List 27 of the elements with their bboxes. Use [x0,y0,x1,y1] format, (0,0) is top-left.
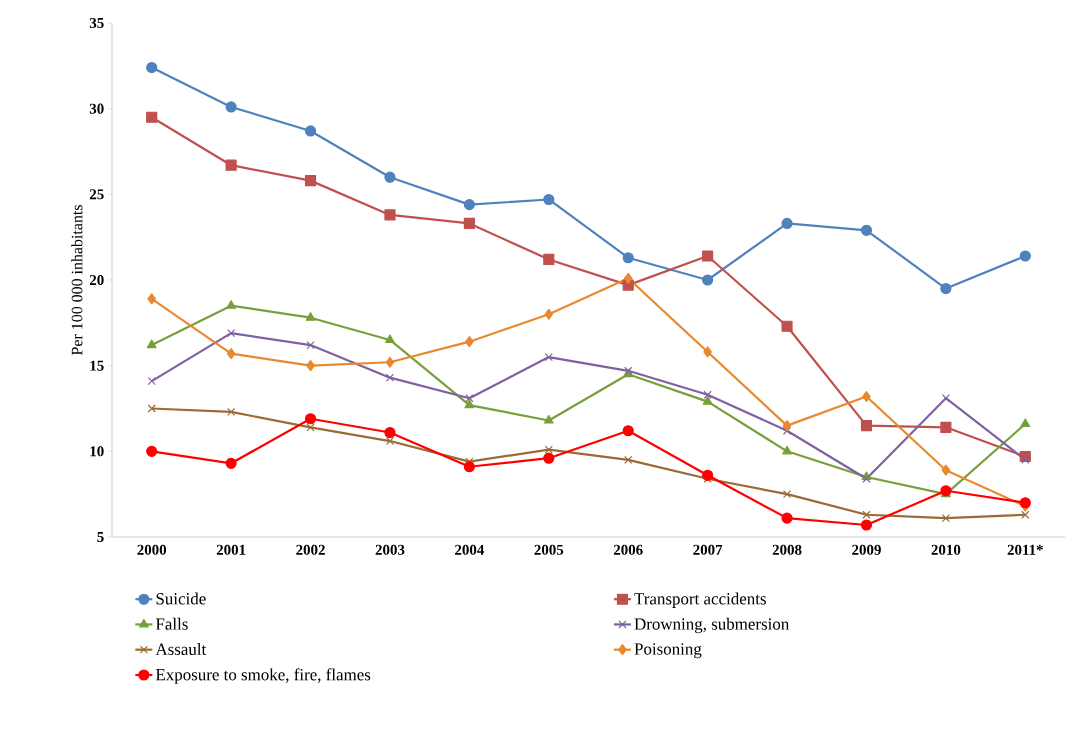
x-tick-label: 2008 [772,544,802,555]
legend-label: Exposure to smoke, fire, flames [155,668,371,684]
legend-label: Assault [155,643,207,655]
legend-label: Drowning, submersion [634,617,790,634]
legend-label: Poisoning [634,643,702,659]
y-tick-label: 15 [90,360,104,371]
legend-label: Falls [155,617,188,630]
x-tick-label: 2010 [931,544,961,555]
y-tick-label: 35 [89,17,104,29]
y-tick-label: 30 [89,103,104,114]
y-axis-title: Per 100 000 inhabitants [71,205,83,356]
y-tick-label: 5 [97,532,104,542]
x-tick-label: 2005 [534,544,564,555]
x-tick-label: 2002 [296,544,325,555]
x-tick-label: 2001 [216,544,246,555]
legend-label: Transport accidents [634,592,766,608]
y-tick-label: 20 [89,274,104,286]
y-tick-label: 25 [89,189,104,200]
x-tick-label: 2004 [455,544,485,555]
x-tick-label: 2000 [137,544,167,555]
legend-label: Suicide [156,592,206,605]
x-tick-label: 2009 [852,544,881,555]
y-tick-label: 10 [90,446,104,457]
x-tick-label: 2011* [1007,544,1043,555]
x-tick-label: 2003 [375,544,405,555]
x-tick-label: 2006 [613,544,643,555]
x-tick-label: 2007 [693,544,723,555]
